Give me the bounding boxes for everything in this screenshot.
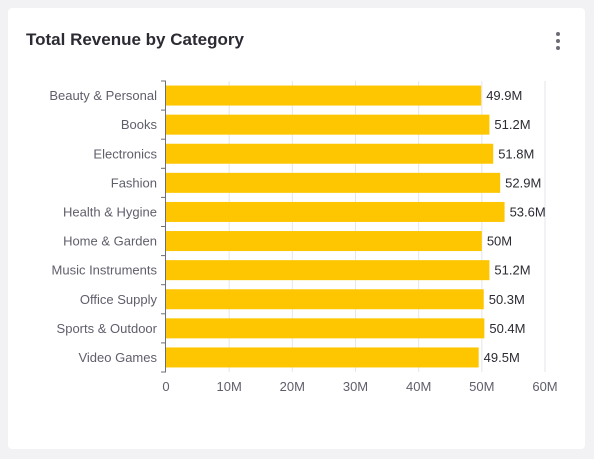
bar [166, 114, 490, 135]
data-label: 51.2M [494, 117, 530, 132]
bar [166, 289, 484, 310]
data-label: 51.2M [494, 263, 530, 278]
bar [166, 347, 479, 368]
bar [166, 318, 485, 339]
data-label: 50M [487, 234, 512, 249]
category-label: Books [121, 117, 158, 132]
category-label: Office Supply [80, 292, 158, 307]
data-label: 52.9M [505, 175, 541, 190]
x-tick-label: 60M [532, 379, 557, 394]
more-options-button[interactable] [548, 28, 568, 54]
bar [166, 231, 482, 252]
data-label: 50.3M [489, 292, 525, 307]
data-label: 49.9M [486, 88, 522, 103]
x-tick-label: 20M [280, 379, 305, 394]
bar [166, 260, 490, 281]
category-label: Beauty & Personal [49, 88, 157, 103]
x-tick-label: 10M [217, 379, 242, 394]
bar [166, 143, 494, 164]
more-vertical-icon [556, 32, 560, 36]
category-label: Video Games [78, 350, 157, 365]
card-title: Total Revenue by Category [26, 30, 244, 49]
category-label: Electronics [93, 146, 157, 161]
x-tick-label: 30M [343, 379, 368, 394]
bar [166, 85, 482, 106]
data-label: 49.5M [484, 350, 520, 365]
data-label: 53.6M [510, 204, 546, 219]
x-tick-label: 50M [469, 379, 494, 394]
category-label: Sports & Outdoor [57, 321, 158, 336]
x-tick-label: 0 [162, 379, 169, 394]
category-label: Fashion [111, 175, 157, 190]
data-label: 51.8M [498, 146, 534, 161]
category-label: Health & Hygine [63, 204, 157, 219]
bar [166, 172, 501, 193]
data-label: 50.4M [489, 321, 525, 336]
axes [161, 80, 166, 373]
bars [166, 85, 505, 368]
x-tick-label: 40M [406, 379, 431, 394]
chart-card: Total Revenue by Category [8, 8, 585, 449]
category-label: Music Instruments [52, 263, 158, 278]
labels: 0 10M 20M 30M 40M 50M 60M Beauty & Personal 49.9… [49, 88, 557, 394]
category-label: Home & Garden [63, 234, 157, 249]
bar [166, 201, 505, 222]
